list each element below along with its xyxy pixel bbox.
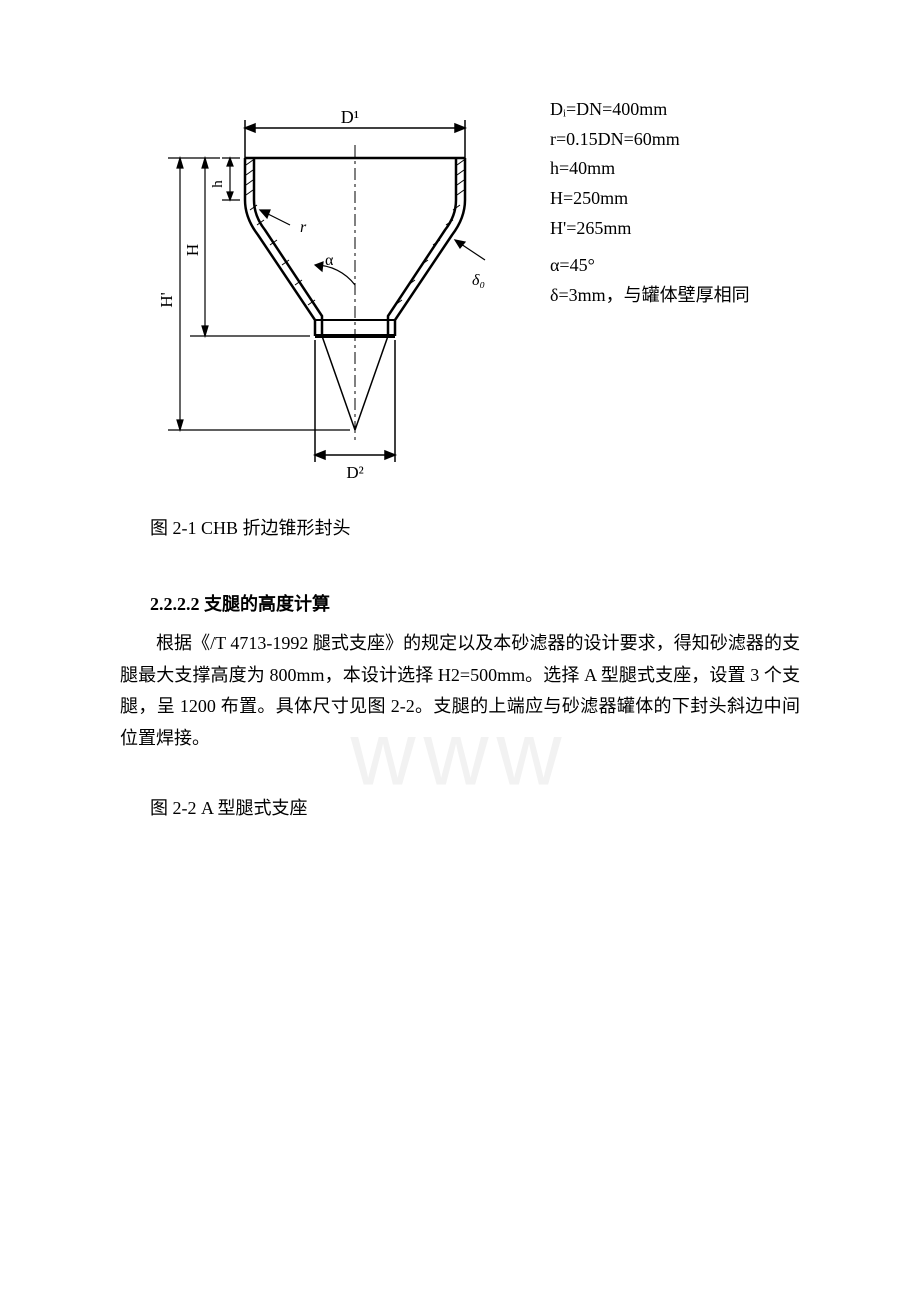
param-Di: Dᵢ=DN=400mm [550, 95, 750, 125]
param-H: H=250mm [550, 184, 750, 214]
param-Hprime: H'=265mm [550, 214, 750, 244]
label-r: r [300, 219, 307, 236]
cone-head-diagram: D¹ [160, 90, 510, 490]
parameter-list: Dᵢ=DN=400mm r=0.15DN=60mm h=40mm H=250mm… [550, 95, 750, 311]
figure-caption-1: 图 2-1 CHB 折边锥形封头 [150, 514, 800, 540]
param-alpha: α=45° [550, 251, 750, 281]
param-r: r=0.15DN=60mm [550, 125, 750, 155]
label-alpha: α [325, 252, 334, 269]
figure-caption-2: 图 2-2 A 型腿式支座 [150, 794, 800, 820]
label-Hprime: H' [160, 292, 176, 307]
label-h: h [210, 180, 226, 188]
label-D2: D² [346, 463, 363, 482]
diagram-section: D¹ [120, 90, 800, 490]
param-delta: δ=3mm，与罐体壁厚相同 [550, 281, 750, 311]
label-H: H [183, 244, 202, 256]
body-paragraph: 根据《/T 4713-1992 腿式支座》的规定以及本砂滤器的设计要求，得知砂滤… [120, 628, 800, 754]
section-heading: 2.2.2.2 支腿的高度计算 [150, 590, 800, 616]
label-D1: D¹ [341, 107, 359, 127]
param-h: h=40mm [550, 154, 750, 184]
page-content: D¹ [0, 0, 920, 870]
label-delta: δ₀ [472, 272, 485, 289]
